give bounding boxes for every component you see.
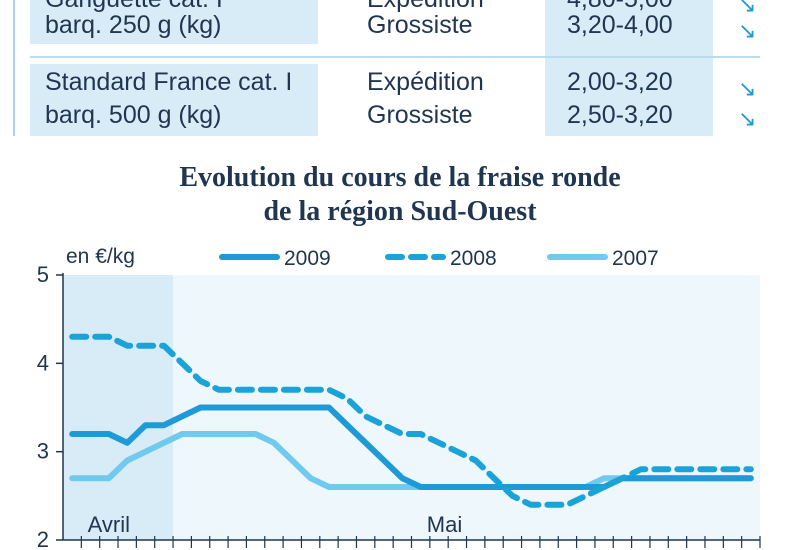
- chart-title-line1: Evolution du cours de la fraise ronde: [179, 162, 621, 193]
- price-range: 3,20-4,00: [567, 11, 673, 39]
- series-line-2009: [69, 404, 754, 490]
- price-column-bg: [545, 0, 713, 136]
- row-separator: [30, 56, 760, 58]
- price-range: 2,00-3,20: [567, 68, 673, 96]
- april-shaded-region: [63, 275, 174, 540]
- down-right-arrow-icon: ↘: [738, 106, 757, 131]
- product-name-line2: barq. 500 g (kg): [45, 101, 222, 129]
- down-right-arrow-icon: ↘: [738, 18, 757, 43]
- y-tick-label: 4: [37, 350, 49, 375]
- price-table: Gariguette cat. I barq. 250 g (kg) Expéd…: [0, 0, 800, 140]
- legend-label-2008: 2008: [450, 247, 497, 270]
- month-label: Avril: [88, 512, 130, 537]
- legend-label-2007: 2007: [612, 247, 659, 270]
- product-cell-gariguette: [30, 0, 318, 44]
- table-left-rule: [13, 0, 15, 136]
- legend-label-2009: 2009: [284, 247, 331, 270]
- y-tick-label: 2: [37, 527, 49, 550]
- product-name-line2: barq. 250 g (kg): [45, 11, 222, 39]
- chart-title-line2: de la région Sud-Ouest: [263, 196, 537, 227]
- y-axis-label: en €/kg: [66, 245, 135, 268]
- product-name-line1: Standard France cat. I: [45, 68, 293, 96]
- product-cell-standard: [30, 64, 318, 136]
- series-line-2008: [69, 333, 754, 508]
- line-chart: 2 3 4 5 Avril Mai en €/kg 2009 2008 2007: [37, 245, 761, 550]
- month-label: Mai: [427, 512, 462, 537]
- down-right-arrow-icon: ↘: [738, 0, 757, 17]
- price-range: 4,80-5,00: [567, 0, 673, 14]
- product-name-line1: Gariguette cat. I: [45, 0, 223, 14]
- price-chart-panel: Evolution du cours de la fraise ronde de…: [0, 150, 800, 550]
- y-tick-label: 3: [37, 439, 49, 464]
- price-range: 2,50-3,20: [567, 101, 673, 129]
- market-stage-grossiste: Grossiste: [367, 101, 473, 129]
- market-stage-expedition: Expédition: [367, 0, 484, 14]
- plot-background: [63, 275, 760, 540]
- y-tick-label: 5: [37, 262, 49, 287]
- market-stage-expedition: Expédition: [367, 68, 484, 96]
- market-stage-grossiste: Grossiste: [367, 11, 473, 39]
- down-right-arrow-icon: ↘: [738, 76, 757, 101]
